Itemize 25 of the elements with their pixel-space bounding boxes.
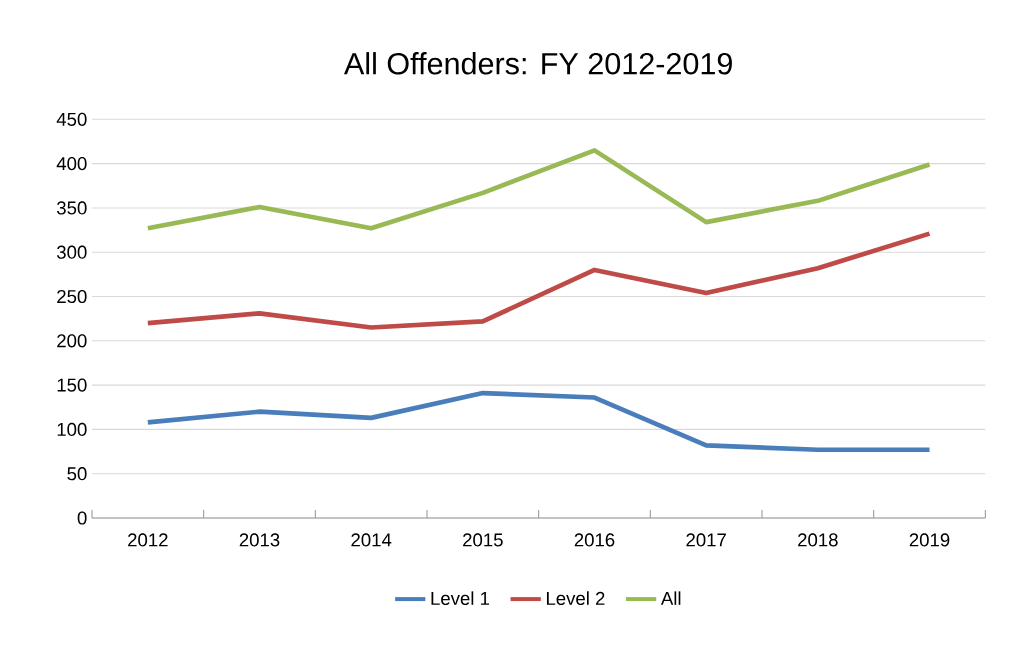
line-series <box>145 231 932 330</box>
line-series <box>145 390 932 453</box>
y-tick-label: 250 <box>57 289 87 304</box>
x-tick-label: 2018 <box>798 533 838 547</box>
x-tick-label: 2017 <box>686 533 726 547</box>
y-tick-label: 200 <box>57 334 87 348</box>
x-tick-label: 2016 <box>574 533 615 547</box>
legend-label: Level 2 <box>546 591 605 606</box>
x-tick-label: 2019 <box>909 533 950 547</box>
x-tick-label: 2014 <box>351 533 392 547</box>
y-tick-label: 150 <box>57 378 87 392</box>
chart-title: All Offenders: FY 2012-2019 <box>343 52 732 75</box>
x-tick-label: 2015 <box>463 533 503 547</box>
line-series <box>145 148 932 231</box>
x-tick-label: 2013 <box>239 533 280 547</box>
y-tick-label: 300 <box>56 245 87 259</box>
x-tick-label: 2012 <box>128 533 168 547</box>
y-tick-label: 0 <box>77 511 87 525</box>
y-tick-label: 350 <box>56 201 87 215</box>
legend-label: All <box>660 591 681 605</box>
y-tick-label: 450 <box>56 112 87 126</box>
y-tick-label: 400 <box>56 157 87 171</box>
legend-label: Level 1 <box>431 591 490 606</box>
y-tick-label: 50 <box>67 467 87 481</box>
y-tick-label: 100 <box>57 422 87 436</box>
